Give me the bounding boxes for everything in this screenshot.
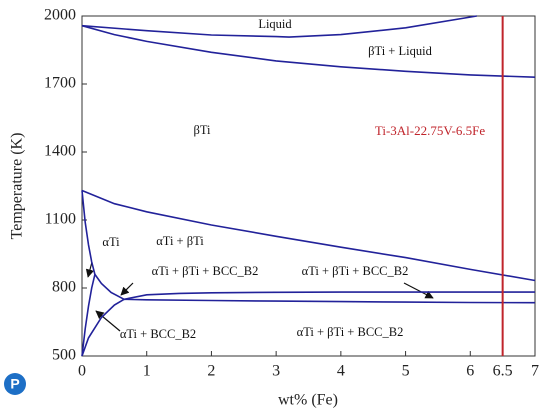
region-label: αTi <box>102 235 120 249</box>
phase-boundary <box>94 273 125 301</box>
phase-boundary <box>81 190 96 275</box>
y-tick-label: 500 <box>52 347 76 364</box>
x-tick-label: 1 <box>143 363 151 380</box>
logo: P <box>4 373 26 395</box>
x-tick-label: 2 <box>207 363 215 380</box>
x-tick-label: 7 <box>531 363 539 380</box>
plot-frame <box>81 15 536 357</box>
y-tick-label: 2000 <box>44 7 76 24</box>
region-label: αTi + βTi + BCC_B2 <box>297 325 404 339</box>
phase-boundary <box>81 24 536 78</box>
x-tick-label: 0 <box>78 363 86 380</box>
phase-boundary <box>124 298 536 304</box>
x-tick-label: 6 <box>466 363 474 380</box>
y-tick-label: 1700 <box>44 75 76 92</box>
region-label: αTi + βTi + BCC_B2 <box>152 264 259 278</box>
region-label: βTi + Liquid <box>368 44 432 58</box>
x-tick-label: 3 <box>272 363 280 380</box>
phase-boundary <box>123 291 535 301</box>
x-tick-label: 6.5 <box>493 363 513 380</box>
region-label: βTi <box>193 123 211 137</box>
phase-boundary <box>81 274 96 357</box>
x-tick-label: 5 <box>402 363 410 380</box>
region-label: αTi + βTi <box>156 234 204 248</box>
x-axis-label: wt% (Fe) <box>278 392 338 409</box>
y-tick-label: 1100 <box>45 211 76 228</box>
y-tick-label: 1400 <box>44 143 76 160</box>
logo-text: P <box>10 376 19 392</box>
x-tick-label: 4 <box>337 363 345 380</box>
phase-boundary <box>81 15 477 38</box>
region-label: αTi + BCC_B2 <box>120 327 196 341</box>
phase-boundary <box>81 189 536 282</box>
arrows <box>85 261 434 332</box>
y-tick-label: 800 <box>52 279 76 296</box>
region-label: Liquid <box>258 17 292 31</box>
composition-label: Ti-3Al-22.75V-6.5Fe <box>375 123 486 138</box>
y-axis-label: Temperature (K) <box>9 133 26 240</box>
region-label: αTi + βTi + BCC_B2 <box>302 264 409 278</box>
phase-boundary <box>81 298 125 357</box>
